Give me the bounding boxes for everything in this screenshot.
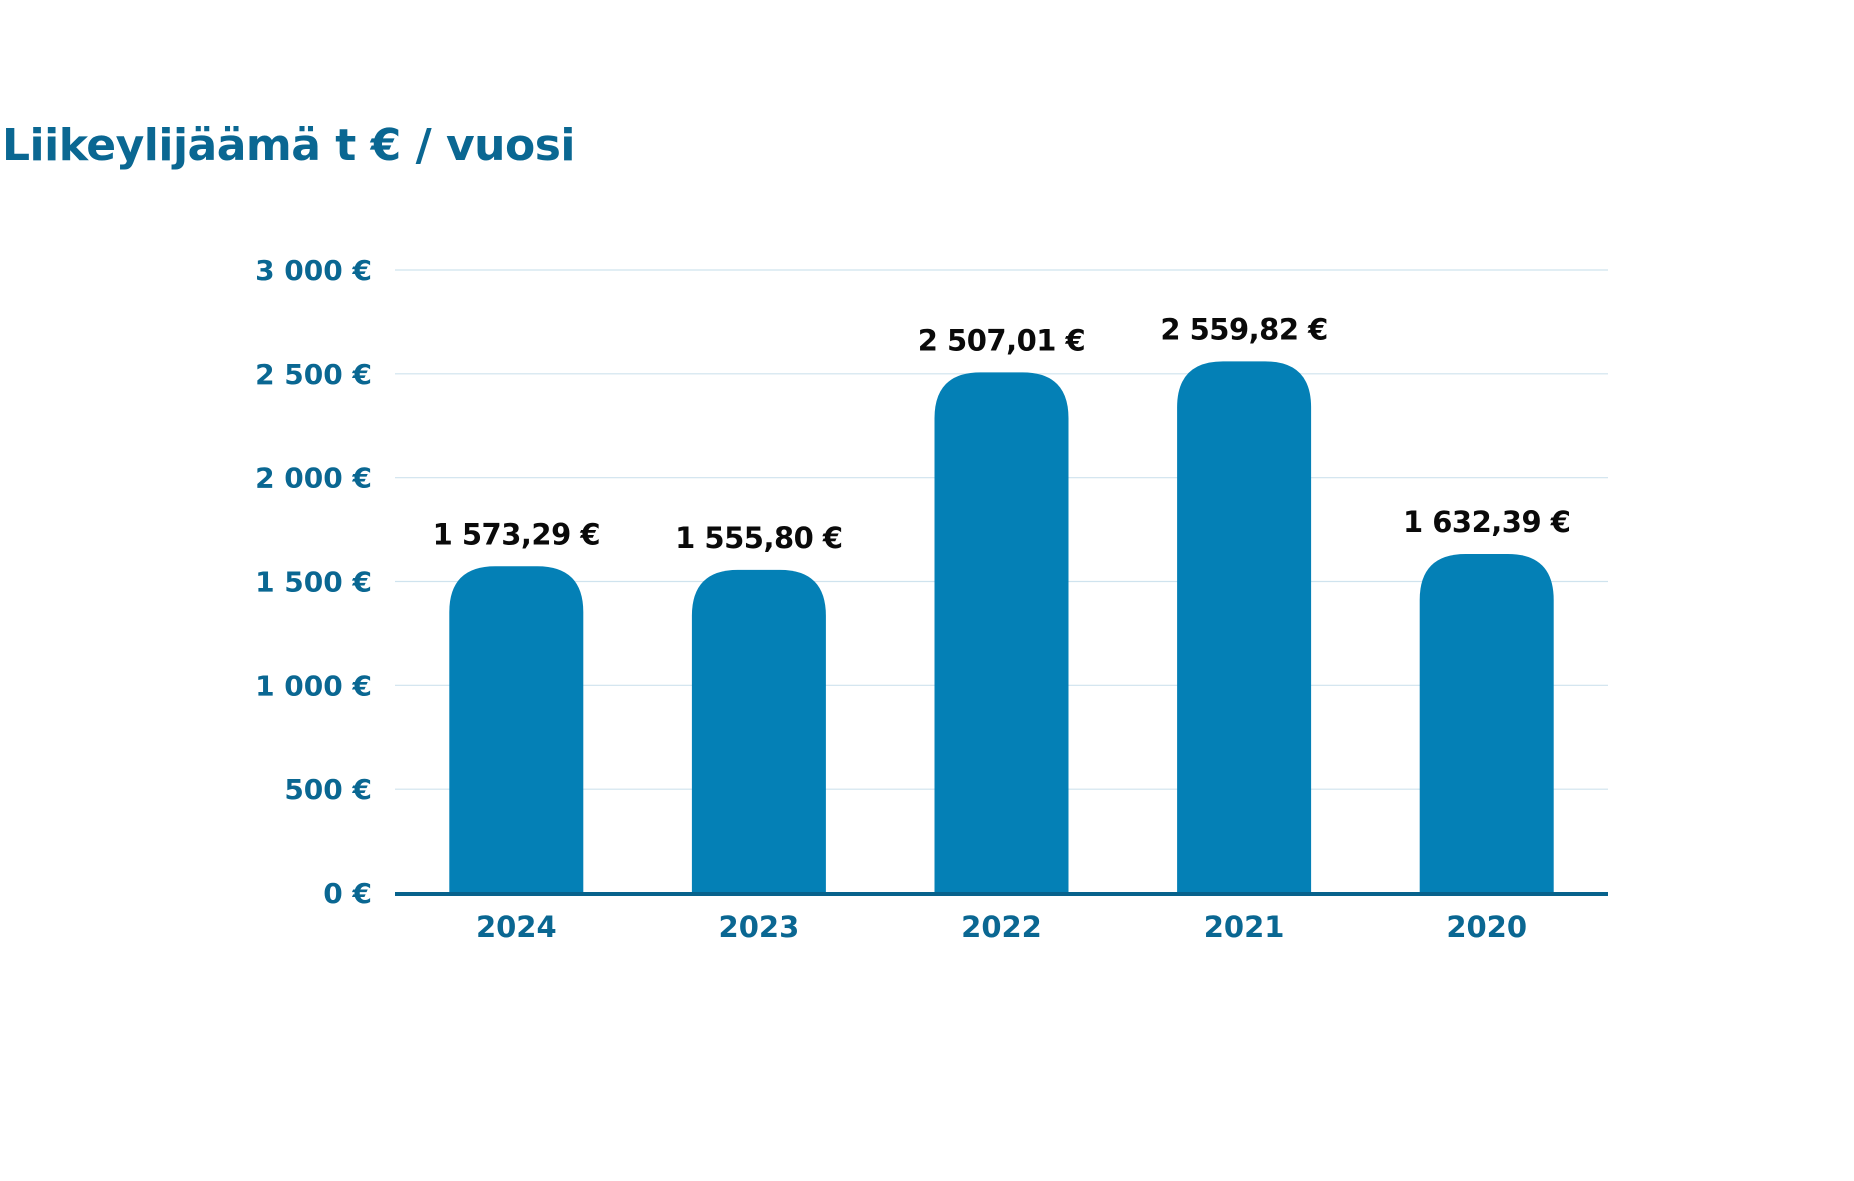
y-tick-label: 1 500 € [255,566,372,599]
y-tick-label: 500 € [284,773,372,806]
x-tick-label: 2021 [1204,910,1285,944]
data-label: 2 559,82 € [1160,312,1327,346]
y-axis-tick-labels: 0 € 500 € 1 000 € 1 500 € 2 000 € 2 500 € 3 00… [255,254,372,910]
y-tick-label: 0 € [323,877,372,910]
x-tick-label: 2020 [1446,910,1527,944]
data-label: 1 573,29 € [433,517,600,551]
bar-2022 [934,372,1069,894]
y-tick-label: 2 500 € [255,358,372,391]
data-label: 1 555,80 € [675,521,842,555]
bar-2020 [1419,554,1554,893]
x-axis-tick-labels: 2024 2023 2022 2021 2020 [476,910,1527,944]
y-tick-label: 2 000 € [255,462,372,495]
y-tick-label: 1 000 € [255,669,372,702]
x-tick-label: 2022 [961,910,1042,944]
data-label: 2 507,01 € [918,323,1085,357]
bars [449,361,1554,894]
bar-2021 [1177,361,1312,893]
data-labels: 1 573,29 € 1 555,80 € 2 507,01 € 2 559,82 €… [433,312,1571,555]
y-tick-label: 3 000 € [255,254,372,287]
bar-2024 [449,566,584,893]
data-label: 1 632,39 € [1403,505,1570,539]
chart-title: Liikeylijäämä t € / vuosi [2,120,575,171]
x-tick-label: 2024 [476,910,557,944]
x-tick-label: 2023 [719,910,800,944]
bar-2023 [691,569,826,893]
